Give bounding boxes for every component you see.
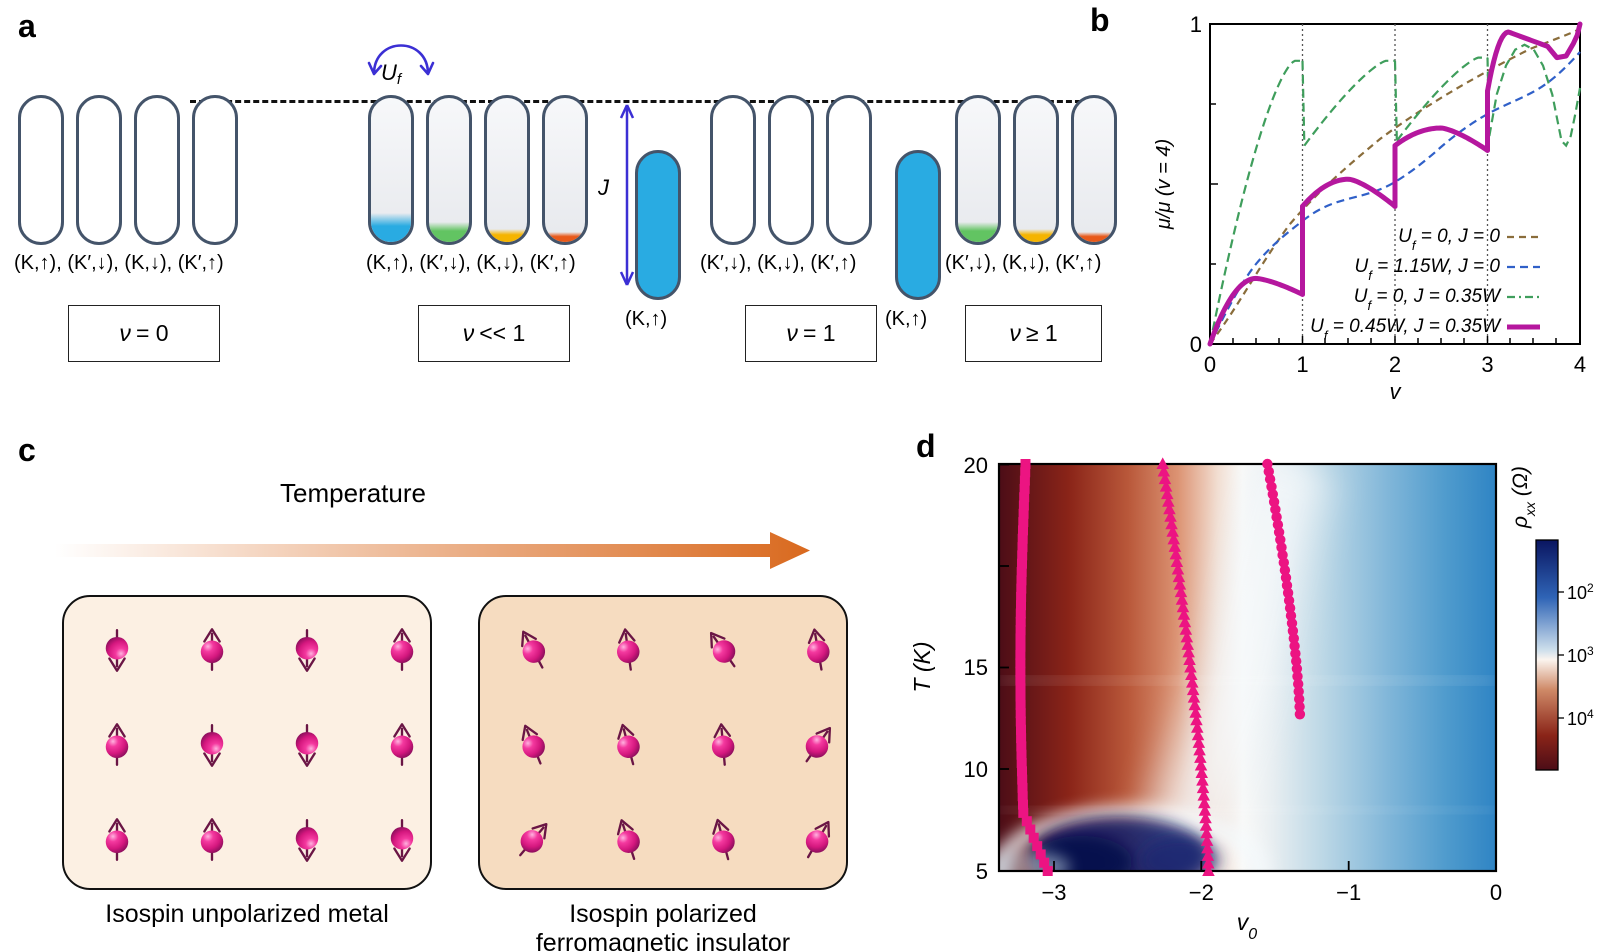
svg-text:Uf = 0, J = 0: Uf = 0, J = 0 [1398,226,1500,253]
svg-text:104: 104 [1567,707,1594,729]
svg-text:102: 102 [1567,581,1594,603]
svg-text:0: 0 [1204,352,1216,377]
svg-text:−2: −2 [1189,880,1214,905]
svg-text:μ/μ (v = 4): μ/μ (v = 4) [1153,139,1175,230]
svg-text:Uf = 0, J = 0.35W: Uf = 0, J = 0.35W [1354,286,1502,313]
svg-text:T (K): T (K) [909,641,935,692]
svg-text:15: 15 [964,655,988,680]
svg-text:ρxx (Ω): ρxx (Ω) [1509,466,1538,529]
svg-text:−1: −1 [1336,880,1361,905]
svg-text:v0: v0 [1237,909,1258,943]
svg-text:103: 103 [1567,644,1594,666]
svg-text:2: 2 [1389,352,1401,377]
svg-text:10: 10 [964,757,988,782]
svg-text:1: 1 [1296,352,1308,377]
svg-text:Uf = 0.45W, J = 0.35W: Uf = 0.45W, J = 0.35W [1310,316,1502,343]
svg-text:1: 1 [1190,14,1202,37]
svg-text:20: 20 [964,453,988,478]
svg-text:3: 3 [1481,352,1493,377]
svg-text:0: 0 [1490,880,1502,905]
svg-text:4: 4 [1574,352,1586,377]
svg-text:0: 0 [1190,332,1202,357]
svg-text:5: 5 [976,859,988,884]
svg-text:Uf = 1.15W, J = 0: Uf = 1.15W, J = 0 [1355,256,1501,283]
svg-text:v: v [1390,379,1403,404]
svg-text:−3: −3 [1041,880,1066,905]
